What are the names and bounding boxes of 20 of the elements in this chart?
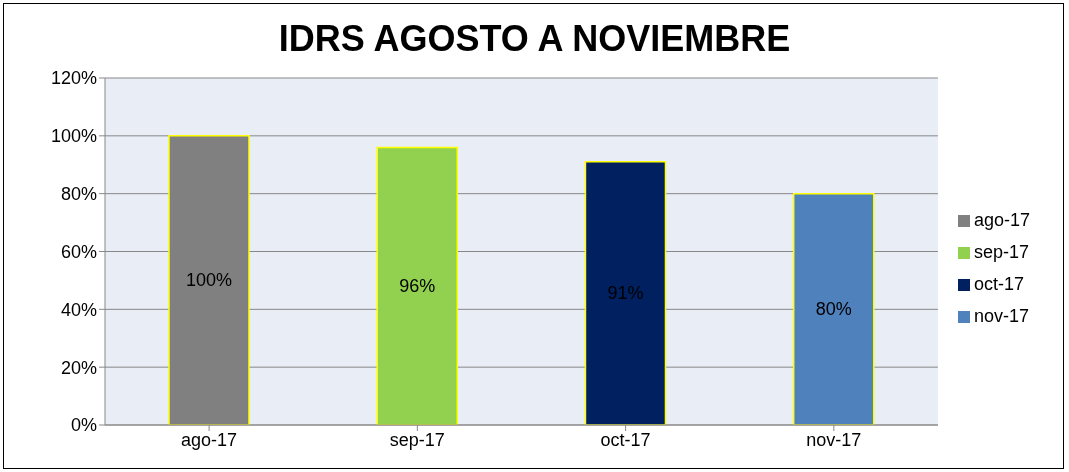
y-tick-label: 120%	[50, 68, 97, 89]
x-tick-label: oct-17	[600, 429, 651, 450]
legend-label: ago-17	[973, 209, 1030, 230]
x-tick-label: nov-17	[806, 429, 862, 450]
chart-title: IDRS AGOSTO A NOVIEMBRE	[277, 18, 792, 60]
legend-label: oct-17	[973, 273, 1024, 294]
legend-label: sep-17	[973, 241, 1029, 262]
y-tick-label: 40%	[60, 299, 97, 320]
y-tick-label: 0%	[70, 415, 97, 436]
data-label: 80%	[815, 299, 852, 320]
legend-label: nov-17	[973, 305, 1029, 326]
data-label: 96%	[399, 276, 436, 297]
y-tick-label: 20%	[60, 357, 97, 378]
y-tick-label: 60%	[60, 241, 97, 262]
y-tick-label: 80%	[60, 184, 97, 205]
y-tick-label: 100%	[50, 126, 97, 147]
data-label: 100%	[185, 270, 233, 291]
x-tick-label: sep-17	[389, 429, 445, 450]
x-tick-label: ago-17	[181, 429, 238, 450]
data-label: 91%	[607, 283, 644, 304]
